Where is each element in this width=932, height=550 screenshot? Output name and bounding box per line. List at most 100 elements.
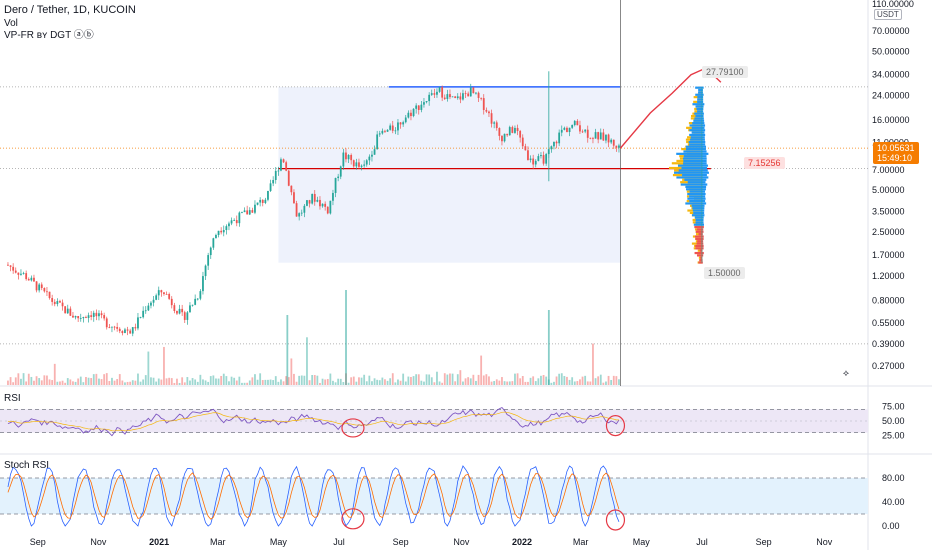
chart-settings-icon: ⟡ <box>843 368 849 378</box>
volume-profile-bar <box>689 143 706 146</box>
price-tick-label: 0.39000 <box>872 339 905 349</box>
volume-spike <box>547 310 550 385</box>
volume-profile-bar <box>688 140 706 144</box>
volume-bar <box>511 381 514 385</box>
volume-bar <box>469 378 472 385</box>
volume-bar <box>256 379 259 385</box>
volume-bar <box>560 373 563 385</box>
volume-bar <box>534 381 537 385</box>
volume-bar <box>220 375 223 385</box>
volume-bar <box>144 375 147 385</box>
volume-bar <box>77 378 80 385</box>
volume-profile-bar <box>697 100 704 103</box>
candle-body <box>412 108 415 117</box>
volume-bar <box>113 380 116 385</box>
volume-profile-bar <box>681 166 708 170</box>
candle-body <box>311 193 314 204</box>
volume-bar <box>103 374 106 385</box>
candle-body <box>358 162 360 167</box>
candle-body <box>202 276 204 292</box>
candle-body <box>568 127 571 133</box>
candle-body <box>467 93 470 97</box>
volume-bar <box>25 381 28 385</box>
candle-body <box>61 302 64 307</box>
candle-body <box>217 230 220 235</box>
time-tick-label: May <box>633 537 651 547</box>
candle-body <box>25 273 28 280</box>
candle-body <box>365 160 368 165</box>
candle-body <box>77 316 80 319</box>
volume-bar <box>415 374 418 385</box>
candle-body <box>176 310 178 314</box>
volume-bar <box>451 373 454 385</box>
candle-body <box>386 129 389 132</box>
candle-body <box>282 159 285 163</box>
candle-body <box>233 220 236 221</box>
volume-bar <box>27 373 30 385</box>
volume-bar <box>339 378 342 385</box>
volume-bar <box>241 382 243 385</box>
volume-bar <box>152 377 155 385</box>
volume-bar <box>566 376 568 385</box>
candle-body <box>399 122 402 125</box>
candle-body <box>30 277 33 281</box>
candle-body <box>438 87 441 92</box>
candle-body <box>124 329 126 334</box>
volume-profile-bar <box>693 223 704 226</box>
volume-bar <box>59 381 61 385</box>
volume-bar <box>391 373 394 385</box>
candle-body <box>306 200 308 206</box>
volume-bar <box>319 382 321 385</box>
candle-body <box>456 96 459 99</box>
volume-bar <box>532 376 535 385</box>
candle-body <box>85 317 87 318</box>
volume-bar <box>524 381 527 385</box>
volume-bar <box>66 378 69 385</box>
volume-bar <box>618 379 620 385</box>
currency-badge[interactable]: USDT <box>874 9 902 20</box>
volume-bar <box>514 373 516 385</box>
candle-body <box>324 203 327 207</box>
volume-profile-bar <box>692 207 705 210</box>
volume-bar <box>529 377 532 385</box>
candle-body <box>371 154 373 157</box>
candle-body <box>261 199 264 203</box>
volume-profile-bar <box>683 155 707 158</box>
time-tick-label: Nov <box>453 537 470 547</box>
volume-bar <box>126 381 129 385</box>
candle-body <box>246 210 249 215</box>
volume-bar <box>407 376 410 385</box>
candle-body <box>389 125 392 130</box>
volume-bar <box>163 346 165 385</box>
candle-body <box>446 94 449 99</box>
volume-bar <box>230 376 233 385</box>
volume-profile-bar <box>683 150 707 153</box>
volume-bar <box>599 374 602 385</box>
volume-bar <box>267 379 269 385</box>
candle-body <box>560 129 563 133</box>
volume-profile-bar <box>693 211 705 214</box>
price-tick-label: 1.70000 <box>872 250 905 260</box>
volume-bar <box>464 378 467 385</box>
volume-bar <box>433 382 436 385</box>
candle-body <box>451 96 454 98</box>
candle-body <box>22 273 25 274</box>
volume-profile-bar <box>683 162 707 165</box>
volume-profile-bar <box>687 192 706 196</box>
time-tick-label: 2021 <box>149 537 169 547</box>
candle-body <box>425 101 428 103</box>
candle-body <box>475 92 477 94</box>
time-tick-label: Sep <box>393 537 409 547</box>
stoch-band <box>0 478 868 514</box>
profile-high-label: 27.79100 <box>702 66 748 78</box>
volume-profile-bar <box>689 195 706 198</box>
volume-bar <box>298 375 301 385</box>
candle-body <box>287 170 290 186</box>
volume-bar <box>347 382 350 385</box>
volume-profile-bar <box>698 88 703 92</box>
candle-body <box>394 130 397 132</box>
volume-bar <box>402 373 405 385</box>
volume-bar <box>384 379 386 385</box>
volume-profile-bar <box>680 183 708 186</box>
